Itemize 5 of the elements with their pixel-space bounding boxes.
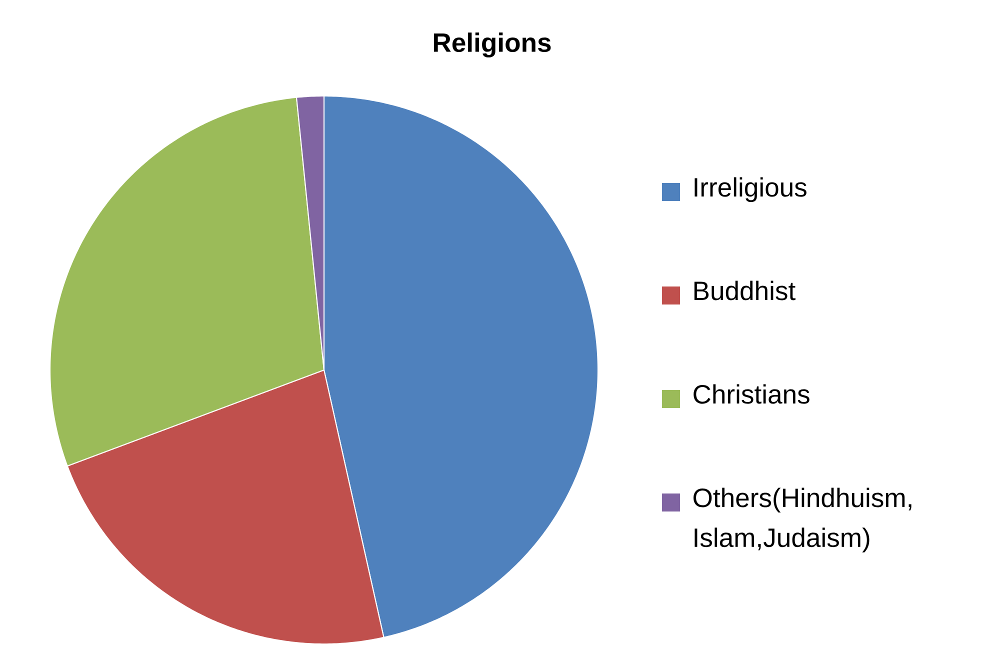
- legend-label: Irreligious: [694, 177, 806, 202]
- legend-label: Christians: [694, 384, 810, 404]
- legend-label: Buddhist: [694, 280, 796, 300]
- chart-title: Religions: [434, 32, 551, 58]
- legend-label: Others(Hindhuism, Islam,Judaism): [694, 488, 912, 552]
